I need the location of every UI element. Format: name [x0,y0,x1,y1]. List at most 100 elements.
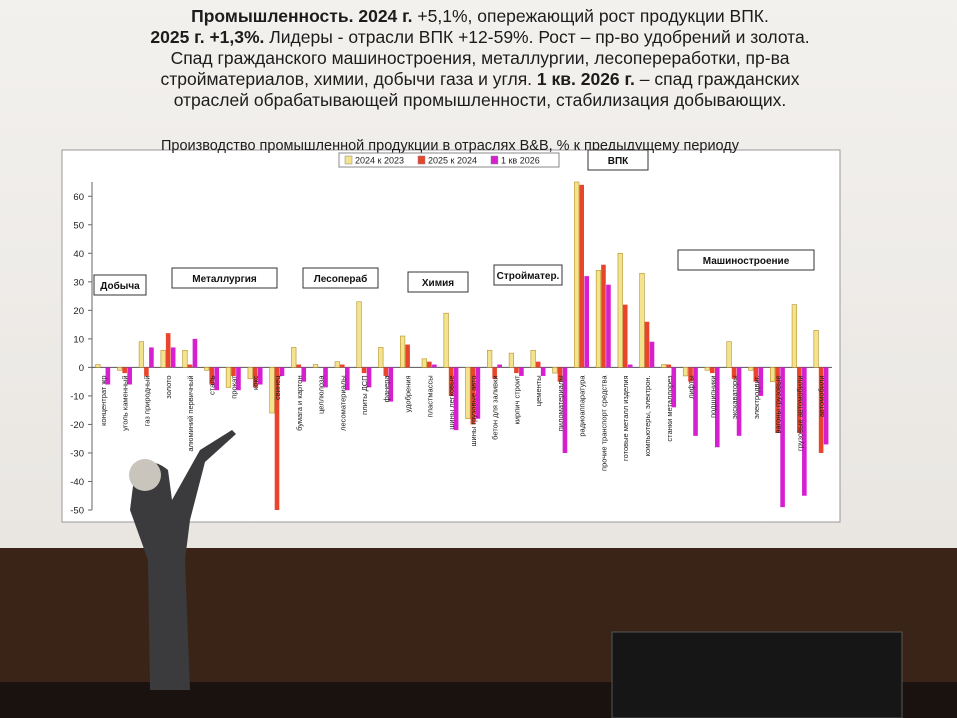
x-tick-label: бетон для заливки [491,375,500,439]
bar [688,367,693,382]
presenter [130,430,236,690]
group-label: Стройматер. [497,271,560,282]
bar [149,347,154,368]
bar [170,347,176,368]
bar [562,367,568,453]
chart-title: Производство промышленной продукции в от… [161,138,740,154]
bar [209,367,215,385]
bar [714,367,720,448]
group-label-box [587,149,649,171]
bar [818,367,824,453]
y-tick-label: -30 [70,448,84,459]
group-label: Машиностроение [703,256,790,267]
bar [470,367,476,425]
x-tick-label: автомобили [817,375,826,417]
x-tick-label: свинец [273,375,282,400]
bar [339,364,345,368]
x-tick-label: фанера [382,375,391,403]
x-tick-label: компьютеры, электрон. [643,375,652,456]
group-label: Лесопераб [314,273,368,285]
bar [791,304,797,368]
x-tick-label: готовые металл изделия [621,375,630,461]
bar [802,367,807,496]
bar [627,364,633,368]
x-tick-label: шины грузовые авто [469,375,478,446]
x-tick-label: сталь [208,375,217,395]
x-tick-label: электродвиг. [752,375,761,419]
x-tick-label: грузовые автомобили [795,375,804,451]
title-segment: Лидеры - отрасли ВПК +12-59%. Рост – пр-… [264,27,810,47]
group-label: Химия [422,278,454,289]
x-tick-label: подшипники [708,375,717,418]
y-tick-label: 20 [73,306,84,317]
title-line: Спад гражданского машиностроения, металл… [40,48,920,69]
bar [465,367,471,420]
bar [361,367,367,374]
bar [448,367,454,396]
bar [323,367,328,388]
presenter-head [129,459,161,491]
bar [644,321,650,368]
bar [165,333,171,368]
x-tick-label: целлюлоза [317,375,326,414]
y-tick-label: -50 [70,506,84,517]
legend-swatch [490,155,499,165]
bar [105,367,111,385]
bar [557,367,563,382]
bar [291,347,297,368]
x-tick-label: концентрат жр [99,375,108,426]
legend-label: 2025 к 2024 [428,156,477,166]
bar [661,364,667,368]
x-tick-label: уголь каменный [121,375,130,431]
bar [736,367,742,436]
title-line: 2025 г. +1,3%. Лидеры - отрасли ВПК +12-… [40,27,920,48]
bar [519,367,524,376]
bar [269,367,275,414]
bar [192,338,198,368]
x-tick-label: лифты [687,375,696,398]
bar [383,367,389,376]
x-tick-label: шины легковые [447,375,456,429]
bar [257,367,263,385]
x-tick-label: вагоны грузовые [774,375,783,433]
bar [405,344,410,368]
bar [769,367,776,382]
bar [182,349,188,368]
bar [296,364,302,368]
x-tick-label: цементы [534,375,543,406]
bar [204,367,210,371]
y-tick-label: -40 [70,477,84,488]
bar [443,312,449,368]
legend-swatch [344,155,353,165]
bar [731,367,737,379]
title-segment: стройматериалов, химии, добычи газа и уг… [160,69,537,89]
y-tick-label: 60 [73,192,84,203]
x-tick-label: удобрения [404,375,413,412]
bar [617,253,623,368]
bar [225,367,232,388]
group-label: ВПК [608,156,629,167]
bar [122,367,127,374]
monitor [611,631,903,718]
bar [160,349,166,368]
bar [453,367,459,431]
title-line: отраслей обрабатывающей промышленности, … [40,90,920,111]
bar [726,341,732,368]
slide-title: Промышленность. 2024 г. +5,1%, опережающ… [40,6,920,111]
bar [508,352,515,368]
title-segment: отраслей обрабатывающей промышленности, … [173,90,787,110]
bar [475,367,481,419]
bar [388,367,394,402]
bar [344,367,350,391]
bar [823,367,829,445]
bar [312,364,319,368]
x-tick-label: плиты ДСП [360,375,369,414]
bar [780,367,785,508]
y-tick-label: -20 [70,420,84,431]
group-label-box [493,264,563,286]
group-label-box [302,267,379,289]
bar [231,367,236,376]
legend-label: 2024 к 2023 [355,156,404,166]
bar [117,367,123,371]
bar [487,349,493,368]
